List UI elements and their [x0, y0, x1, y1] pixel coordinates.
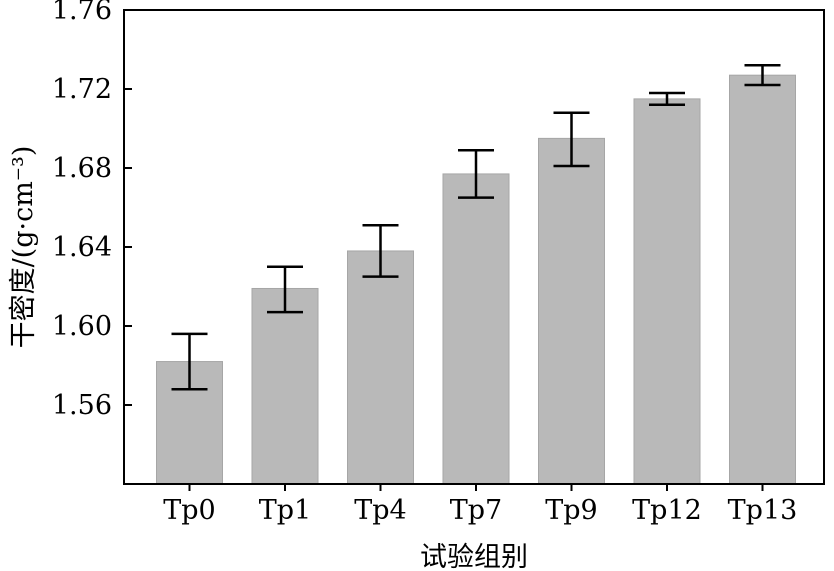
y-tick-label: 1.72	[52, 74, 112, 105]
y-tick-label: 1.56	[52, 390, 112, 421]
y-tick-label: 1.68	[52, 153, 112, 184]
bar-tp12	[633, 98, 701, 485]
x-tick-label-tp9: Tp9	[545, 495, 597, 526]
x-tick-label-tp4: Tp4	[354, 495, 406, 526]
x-axis-title: 试验组别	[420, 542, 528, 571]
error-bars-layer	[171, 64, 781, 391]
x-tick-label-tp1: Tp1	[259, 495, 311, 526]
y-axis-title: 干密度/(g·cm⁻³)	[8, 146, 39, 349]
bar-tp4	[347, 250, 414, 485]
bar-tp7	[442, 173, 510, 485]
y-tick-label: 1.76	[52, 0, 112, 26]
y-tick-label: 1.64	[52, 232, 112, 263]
y-tick-label: 1.60	[52, 311, 112, 342]
x-tick-label-tp0: Tp0	[163, 495, 215, 526]
x-tick-label-tp12: Tp12	[632, 495, 702, 526]
x-tick-label-tp7: Tp7	[450, 495, 502, 526]
bars-layer	[156, 74, 796, 485]
bar-tp9	[538, 137, 605, 485]
x-axis: Tp0 Tp1 Tp4 Tp7 Tp9 Tp12 Tp13	[163, 484, 797, 526]
bar-tp1	[251, 287, 319, 485]
bar-tp13	[729, 74, 796, 485]
x-tick-label-tp13: Tp13	[728, 495, 798, 526]
y-axis: 1.56 1.60 1.64 1.68 1.72 1.76	[52, 0, 132, 421]
